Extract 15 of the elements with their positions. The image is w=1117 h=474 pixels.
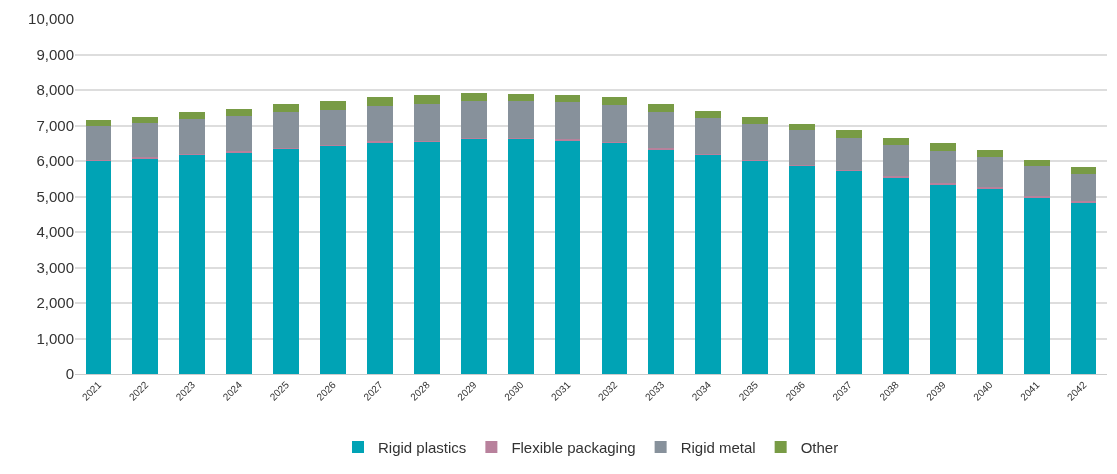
- y-tick-label: 4,000: [36, 223, 74, 241]
- y-tick-label: 8,000: [36, 81, 74, 99]
- y-tick-label: 0: [65, 365, 74, 383]
- legend-label: Rigid plastics: [378, 438, 467, 456]
- y-tick-label: 7,000: [36, 116, 74, 134]
- y-tick-label: 6,000: [36, 152, 74, 170]
- legend-label: Rigid metal: [680, 438, 756, 456]
- y-tick-label: 1,000: [36, 329, 74, 347]
- legend-label: Other: [800, 438, 839, 456]
- y-tick-label: 9,000: [36, 45, 74, 63]
- y-tick-label: 10,000: [28, 10, 74, 28]
- legend-label: Flexible packaging: [511, 438, 636, 456]
- y-tick-label: 3,000: [36, 258, 74, 276]
- y-tick-label: 5,000: [36, 187, 74, 205]
- y-tick-label: 2,000: [36, 294, 74, 312]
